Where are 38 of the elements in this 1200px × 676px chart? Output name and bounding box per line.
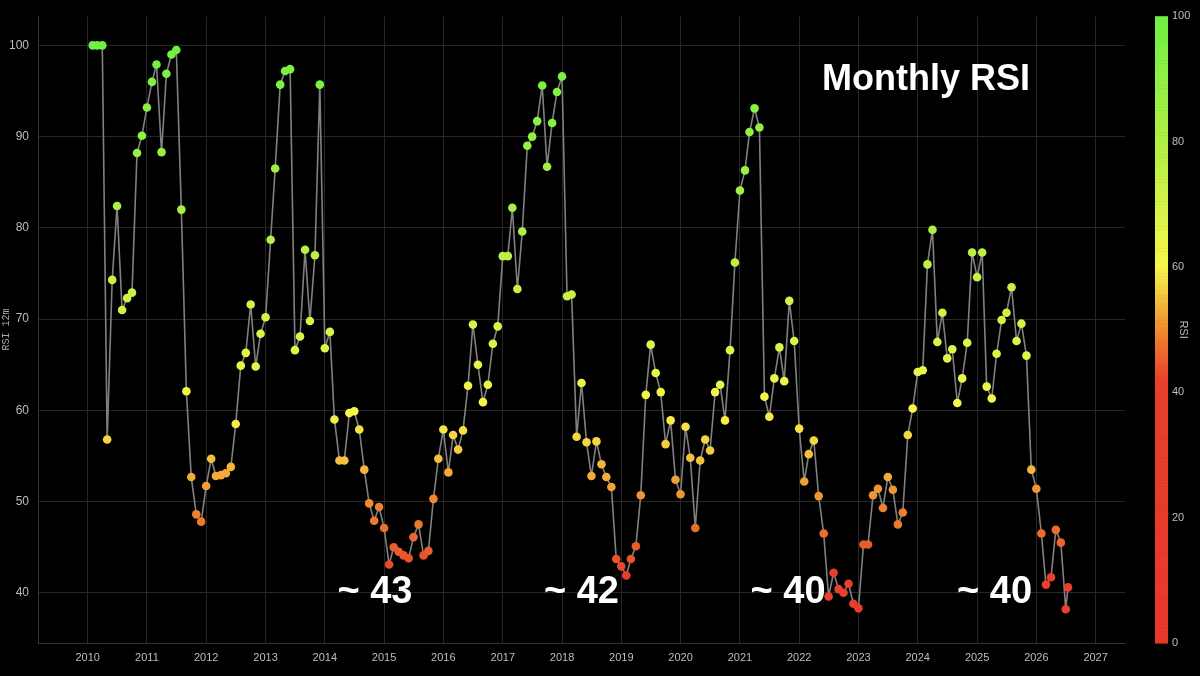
x-tick-label: 2025 [964,650,990,663]
color-bar-label: 20 [1172,510,1185,523]
y-tick-label: 40 [15,585,30,600]
y-tick-label: 50 [15,493,30,508]
x-tick-label: 2011 [135,650,159,663]
x-tick-label: 2024 [905,650,930,663]
y-tick-label: 100 [8,37,30,52]
x-tick-label: 2016 [431,650,456,663]
x-tick-label: 2020 [668,650,693,663]
x-tick-label: 2022 [786,650,812,663]
color-bar-title: RSI [1177,320,1190,339]
x-tick-label: 2010 [75,650,100,663]
color-bar-label: 60 [1172,259,1185,272]
y-axis-title: RSI 12m [0,308,12,351]
annotation: ~ 43 [337,569,413,612]
x-tick-label: 2019 [609,650,634,663]
color-bar-label: 0 [1172,636,1179,649]
x-tick-label: 2014 [312,650,338,663]
x-tick-label: 2023 [846,650,871,663]
annotation: ~ 42 [543,569,620,612]
y-tick-label: 90 [15,128,30,143]
x-tick-label: 2018 [549,650,575,663]
color-bar-label: 40 [1172,385,1185,398]
x-tick-label: 2027 [1083,650,1108,663]
color-bar-label: 80 [1172,134,1185,147]
y-tick-label: 70 [15,311,30,326]
x-tick-label: 2026 [1024,650,1049,663]
color-bar-label: 100 [1172,9,1191,22]
text: Monthly RSI [822,57,1030,99]
annotation: ~ 40 [750,569,826,612]
y-tick-label: 60 [15,402,30,417]
x-tick-label: 2017 [490,650,516,663]
x-tick-label: 2013 [253,650,278,663]
annotation: ~ 40 [957,569,1033,612]
y-tick-label: 80 [15,220,30,235]
x-tick-label: 2015 [371,650,397,663]
x-tick-label: 2012 [193,650,219,663]
x-tick-label: 2021 [727,650,753,663]
